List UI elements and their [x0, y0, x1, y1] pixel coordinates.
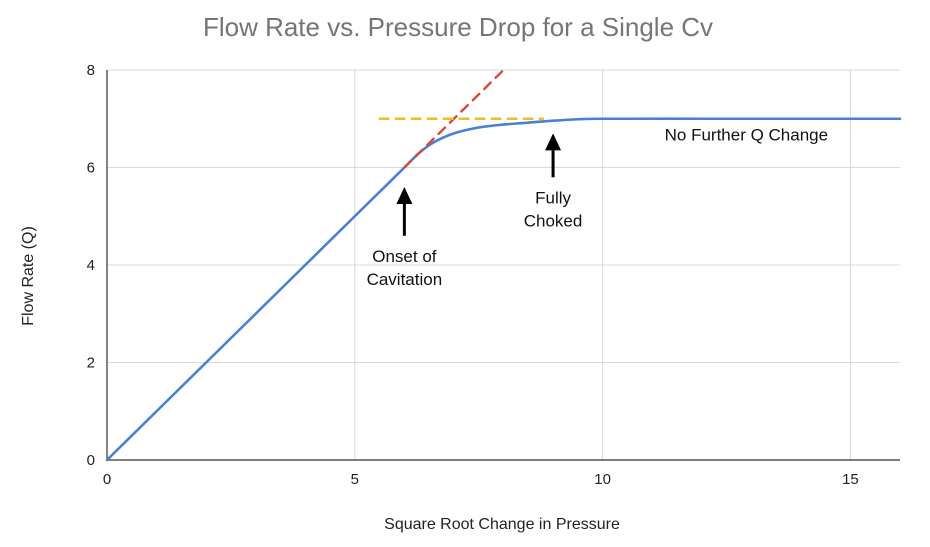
y-tick-label: 2 — [87, 355, 95, 372]
y-axis-label: Flow Rate (Q) — [20, 226, 37, 326]
x-tick-label: 5 — [351, 471, 359, 488]
annotation-arrow-head — [396, 187, 413, 204]
y-tick-label: 6 — [87, 160, 95, 177]
annotation-label: Onset of — [372, 247, 437, 266]
y-tick-label: 0 — [87, 452, 95, 469]
annotation-arrow-head — [545, 133, 562, 151]
annotation-label: Cavitation — [367, 270, 443, 289]
x-tick-label: 10 — [594, 471, 611, 488]
series-flow-curve — [105, 117, 902, 462]
x-axis-label: Square Root Change in Pressure — [384, 516, 620, 533]
annotation-label: Choked — [524, 211, 583, 230]
annotation-label: Fully — [535, 188, 571, 207]
axes — [106, 70, 900, 461]
annotations: Onset of Cavitation Fully Choked No Further … — [367, 126, 829, 289]
series-layer — [105, 68, 902, 462]
series-extrapolation — [403, 68, 505, 169]
x-tick-label: 15 — [842, 471, 859, 488]
y-tick-label: 8 — [87, 62, 95, 79]
tick-labels: 0 2 4 6 8 0 5 10 15 — [87, 62, 859, 488]
x-tick-label: 0 — [103, 471, 111, 488]
gridlines — [107, 69, 900, 460]
y-tick-label: 4 — [87, 257, 95, 274]
chart-title: Flow Rate vs. Pressure Drop for a Single… — [203, 12, 713, 42]
annotation-label: No Further Q Change — [665, 126, 828, 145]
